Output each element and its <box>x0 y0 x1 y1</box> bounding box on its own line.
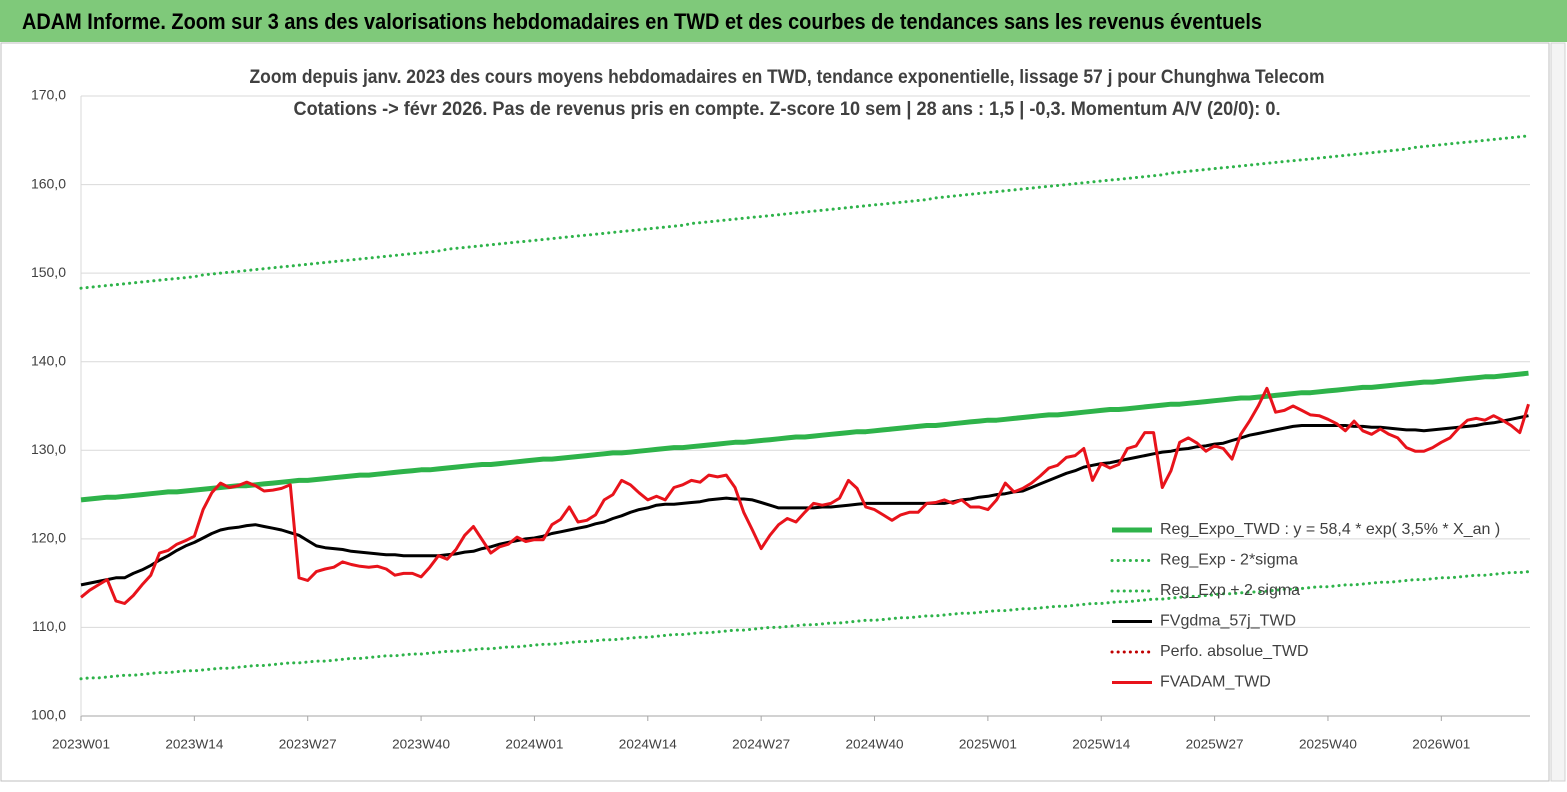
x-tick-label: 2025W14 <box>1072 736 1130 751</box>
chart-frame <box>0 42 1550 782</box>
legend-label: FVADAM_TWD <box>1160 674 1271 691</box>
x-tick-label: 2025W40 <box>1299 736 1357 751</box>
legend-label: Reg_Expo_TWD : y = 58,4 * exp( 3,5% * X_… <box>1160 521 1500 538</box>
series-line <box>79 134 1530 290</box>
x-tick-label: 2023W40 <box>392 736 450 751</box>
x-tick-label: 2023W14 <box>165 736 223 751</box>
x-tick-label: 2023W27 <box>279 736 337 751</box>
legend-label: Reg_Exp + 2 sigma <box>1160 582 1300 599</box>
y-tick-label: 140,0 <box>31 352 66 368</box>
legend-label: Perfo. absolue_TWD <box>1160 643 1309 660</box>
x-tick-label: 2024W40 <box>846 736 904 751</box>
banner-title: ADAM Informe. Zoom sur 3 ans des valoris… <box>22 9 1262 34</box>
x-tick-label: 2025W27 <box>1186 736 1244 751</box>
x-tick-label: 2024W01 <box>505 736 563 751</box>
y-tick-label: 130,0 <box>31 441 66 457</box>
y-tick-label: 120,0 <box>31 530 66 546</box>
series-line <box>80 370 1529 503</box>
y-tick-label: 100,0 <box>31 707 66 723</box>
legend-label: Reg_Exp - 2*sigma <box>1160 552 1298 569</box>
banner <box>0 0 1567 42</box>
x-tick-label: 2024W27 <box>732 736 790 751</box>
side-strip <box>1550 42 1566 782</box>
x-tick-label: 2024W14 <box>619 736 677 751</box>
y-tick-label: 110,0 <box>32 618 66 634</box>
x-tick-label: 2026W01 <box>1412 736 1470 751</box>
series-line <box>80 414 1529 587</box>
y-tick-label: 150,0 <box>31 264 66 280</box>
chart-title: Zoom depuis janv. 2023 des cours moyens … <box>250 67 1325 88</box>
legend-label: FVgdma_57j_TWD <box>1160 613 1296 630</box>
series-line <box>79 570 1530 681</box>
x-tick-label: 2025W01 <box>959 736 1017 751</box>
chart-subtitle: Cotations -> févr 2026. Pas de revenus p… <box>294 99 1281 120</box>
series-line <box>80 386 1530 605</box>
y-tick-label: 160,0 <box>31 175 66 191</box>
y-tick-label: 170,0 <box>31 87 66 103</box>
x-tick-label: 2023W01 <box>52 736 110 751</box>
